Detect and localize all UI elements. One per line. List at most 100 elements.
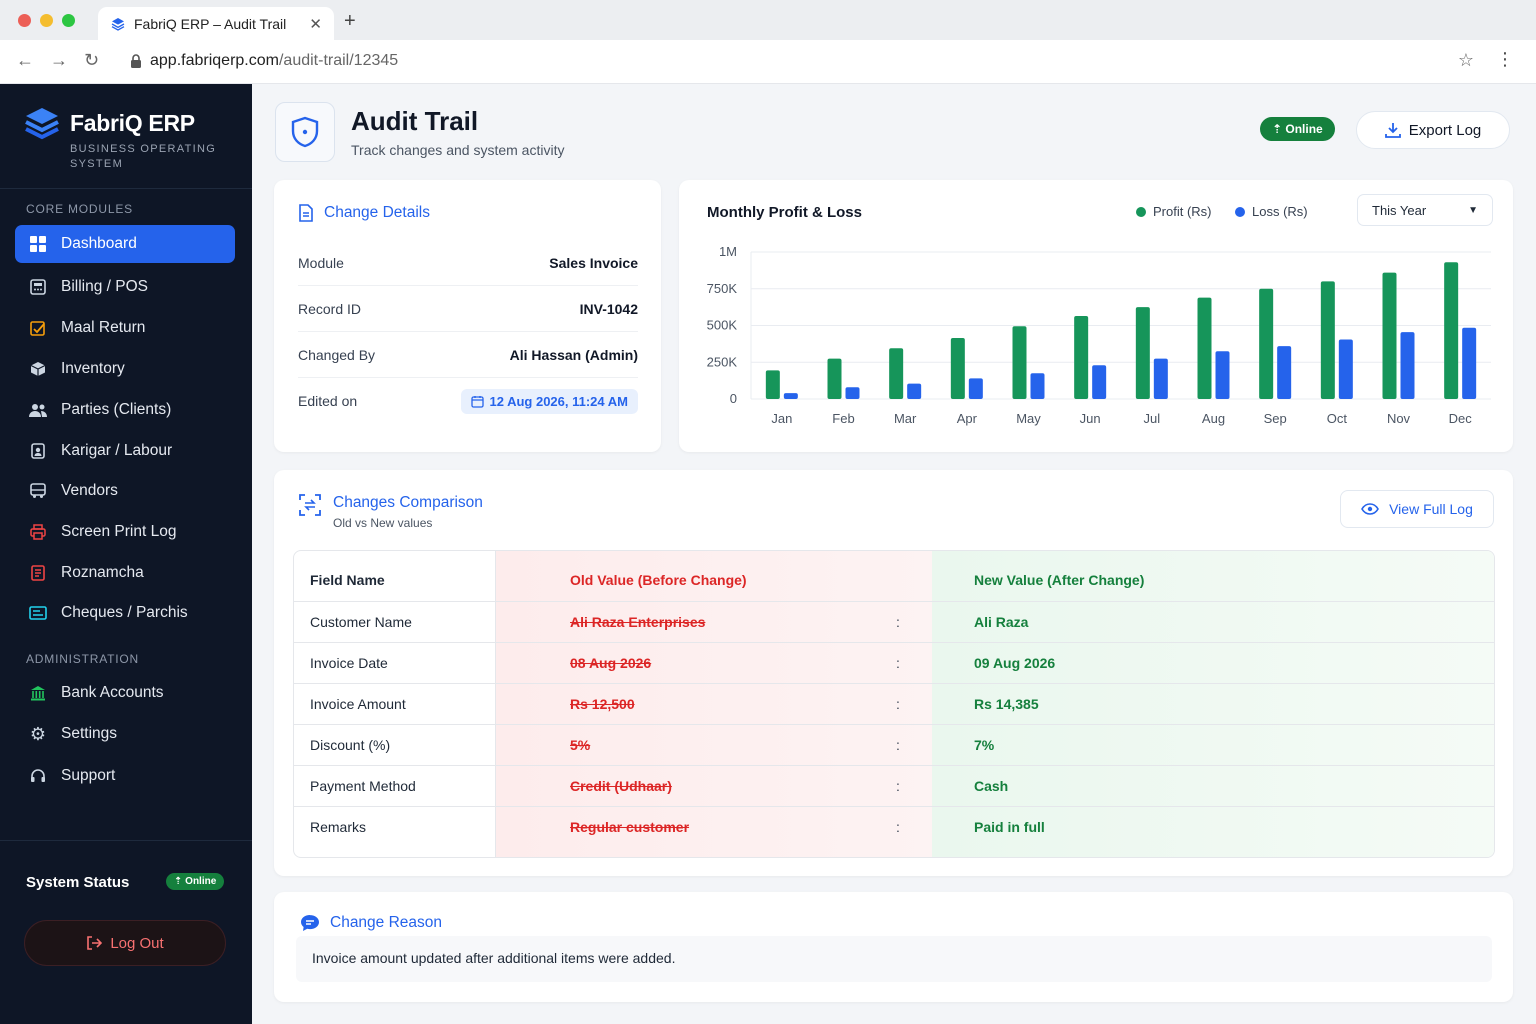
edited-on-value: 12 Aug 2026, 11:24 AM (489, 393, 629, 409)
sidebar-item-label: Dashboard (61, 235, 137, 252)
header-field-name: Field Name (310, 572, 385, 588)
sidebar-item-roznamcha[interactable]: Roznamcha (15, 554, 235, 592)
y-tick-label: 750K (707, 281, 738, 296)
close-tab-icon[interactable]: ✕ (309, 15, 322, 33)
profit-bar (1259, 288, 1274, 399)
browser-tab[interactable]: FabriQ ERP – Audit Trail ✕ (98, 7, 334, 40)
app-logo-icon (111, 17, 125, 31)
sidebar-item-support[interactable]: Support (15, 757, 235, 795)
legend-label: Loss (Rs) (1252, 204, 1308, 219)
bookmark-star-icon[interactable]: ☆ (1457, 50, 1474, 70)
calendar-icon (470, 395, 484, 408)
field-name-cell: Payment Method (310, 778, 416, 794)
sidebar-divider (0, 188, 252, 189)
old-value-cell: Credit (Udhaar) (570, 778, 672, 794)
legend-profit: Profit (Rs) (1136, 204, 1212, 219)
sidebar-item-inventory[interactable]: Inventory (15, 350, 235, 388)
sidebar-item-label: Inventory (61, 360, 125, 377)
close-window-button[interactable] (18, 14, 31, 27)
field-name-cell: Customer Name (310, 614, 412, 630)
sidebar-item-bank-accounts[interactable]: Bank Accounts (15, 674, 235, 712)
loss-bar (1400, 332, 1415, 399)
table-row: Payment Method Credit (Udhaar) : Cash (294, 766, 1494, 807)
profit-bar (1320, 281, 1335, 399)
maximize-window-button[interactable] (62, 14, 75, 27)
x-tick-label: Jan (771, 411, 792, 426)
profit-bar (889, 348, 904, 399)
sidebar-item-karigar[interactable]: Karigar / Labour (15, 432, 235, 470)
change-reason-card: Change Reason Invoice amount updated aft… (274, 892, 1513, 1002)
profit-bar (1382, 272, 1397, 399)
loss-bar (1277, 346, 1292, 399)
detail-label: Edited on (298, 393, 358, 409)
sidebar-item-label: Bank Accounts (61, 684, 164, 701)
x-tick-label: Oct (1327, 411, 1348, 426)
period-select[interactable]: This Year ▼ (1357, 194, 1493, 226)
sidebar-item-maal-return[interactable]: Maal Return (15, 309, 235, 347)
separator-cell: : (896, 819, 900, 835)
loss-bar (1092, 365, 1107, 399)
forward-icon[interactable]: → (50, 50, 68, 70)
sidebar-item-label: Screen Print Log (61, 523, 177, 540)
page-title: Audit Trail (351, 106, 479, 136)
sidebar-item-vendors[interactable]: Vendors (15, 472, 235, 510)
sidebar-item-label: Vendors (61, 482, 118, 499)
old-value-cell: Ali Raza Enterprises (570, 614, 706, 630)
x-tick-label: Feb (832, 411, 854, 426)
badge-icon (29, 442, 47, 460)
chevron-down-icon: ▼ (1468, 204, 1478, 216)
header-new-value: New Value (After Change) (974, 572, 1145, 588)
view-full-log-button[interactable]: View Full Log (1340, 490, 1494, 528)
brand-logo-icon (25, 108, 59, 140)
loss-bar (1215, 351, 1230, 399)
status-badge-label: Online (1285, 122, 1323, 136)
sidebar-item-label: Parties (Clients) (61, 401, 172, 418)
new-value-cell: 7% (974, 737, 995, 753)
system-status-badge: ⇡ Online (166, 873, 225, 890)
export-log-button[interactable]: Export Log (1356, 111, 1510, 149)
chat-bubble-icon (301, 915, 319, 931)
table-row: Invoice Amount Rs 12,500 : Rs 14,385 (294, 684, 1494, 725)
profit-bar (827, 358, 842, 399)
url-field[interactable]: app.fabriqerp.com/audit-trail/12345 (130, 52, 398, 70)
back-icon[interactable]: ← (16, 50, 34, 70)
main-content: Audit Trail Track changes and system act… (252, 84, 1536, 1024)
detail-label: Module (298, 254, 344, 271)
download-icon (1384, 123, 1401, 138)
profit-bar (765, 370, 780, 399)
detail-row-changed-by: Changed By Ali Hassan (Admin) (298, 332, 638, 378)
sidebar-item-label: Karigar / Labour (61, 442, 173, 459)
ledger-icon (29, 564, 47, 582)
browser-menu-icon[interactable]: ⋮ (1496, 49, 1514, 69)
sidebar-item-screen-print-log[interactable]: Screen Print Log (15, 513, 235, 551)
browser-tab-strip: FabriQ ERP – Audit Trail ✕ + (0, 0, 1536, 40)
legend-swatch (1235, 206, 1245, 217)
change-details-title: Change Details (324, 204, 430, 221)
field-name-cell: Invoice Date (310, 655, 388, 671)
sidebar-item-parties[interactable]: Parties (Clients) (15, 391, 235, 429)
compare-icon (299, 494, 321, 516)
document-icon (299, 204, 313, 222)
minimize-window-button[interactable] (40, 14, 53, 27)
new-tab-icon[interactable]: + (344, 10, 356, 32)
x-tick-label: Dec (1449, 411, 1473, 426)
detail-label: Changed By (298, 346, 376, 363)
detail-label: Record ID (298, 300, 362, 317)
sidebar-item-billing[interactable]: Billing / POS (15, 268, 235, 306)
legend-swatch (1136, 206, 1146, 217)
x-tick-label: Mar (894, 411, 917, 426)
headset-icon (29, 767, 47, 785)
sidebar-item-cheques[interactable]: Cheques / Parchis (15, 594, 235, 632)
calculator-icon (29, 278, 47, 296)
sidebar-item-dashboard[interactable]: Dashboard (15, 225, 235, 263)
box-icon (29, 360, 47, 378)
brand[interactable]: FabriQ ERP (24, 106, 195, 140)
profit-bar (1012, 326, 1027, 399)
administration-label: ADMINISTRATION (26, 652, 139, 666)
reload-icon[interactable]: ↻ (84, 50, 100, 70)
logout-button[interactable]: Log Out (24, 920, 226, 966)
change-reason-title: Change Reason (330, 914, 443, 931)
truck-icon (29, 482, 47, 500)
audit-shield-icon (275, 102, 335, 162)
sidebar-item-settings[interactable]: ⚙ Settings (15, 715, 235, 753)
